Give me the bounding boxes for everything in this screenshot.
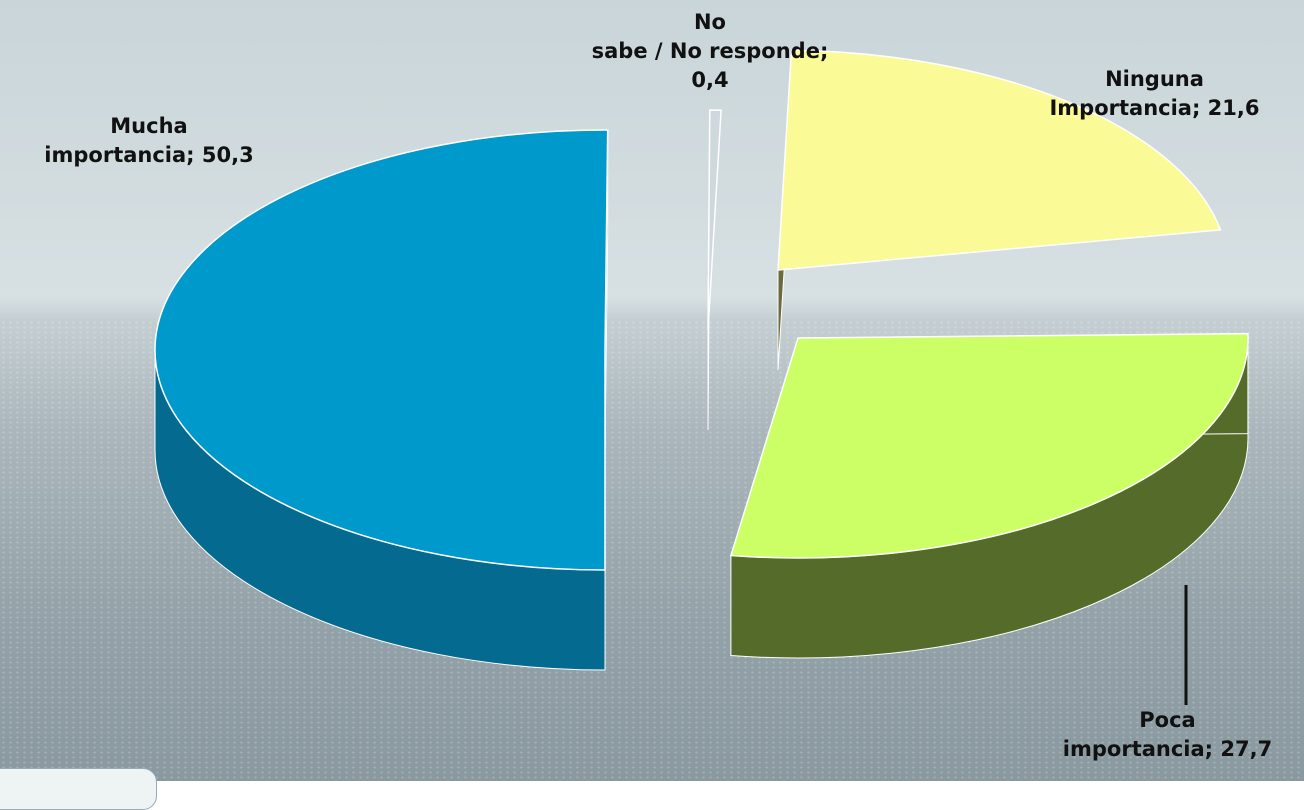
slice-top-poca <box>729 332 1249 559</box>
pie-chart <box>154 49 1249 705</box>
slice-top-no-sabe <box>707 109 722 331</box>
slice-label-mucha: Mucha importancia; 50,3 <box>44 114 254 167</box>
slice-top-mucha <box>154 129 609 571</box>
slice-label-poca: Poca importancia; 27,7 <box>1062 708 1273 761</box>
slice-label-ninguna: Ninguna Importancia; 21,6 <box>1049 67 1260 120</box>
corner-tab <box>0 768 157 810</box>
slice-label-no-sabe: No sabe / No responde; 0,4 <box>591 10 829 92</box>
pie-tops <box>154 49 1249 571</box>
slice-top-ninguna <box>777 49 1222 271</box>
